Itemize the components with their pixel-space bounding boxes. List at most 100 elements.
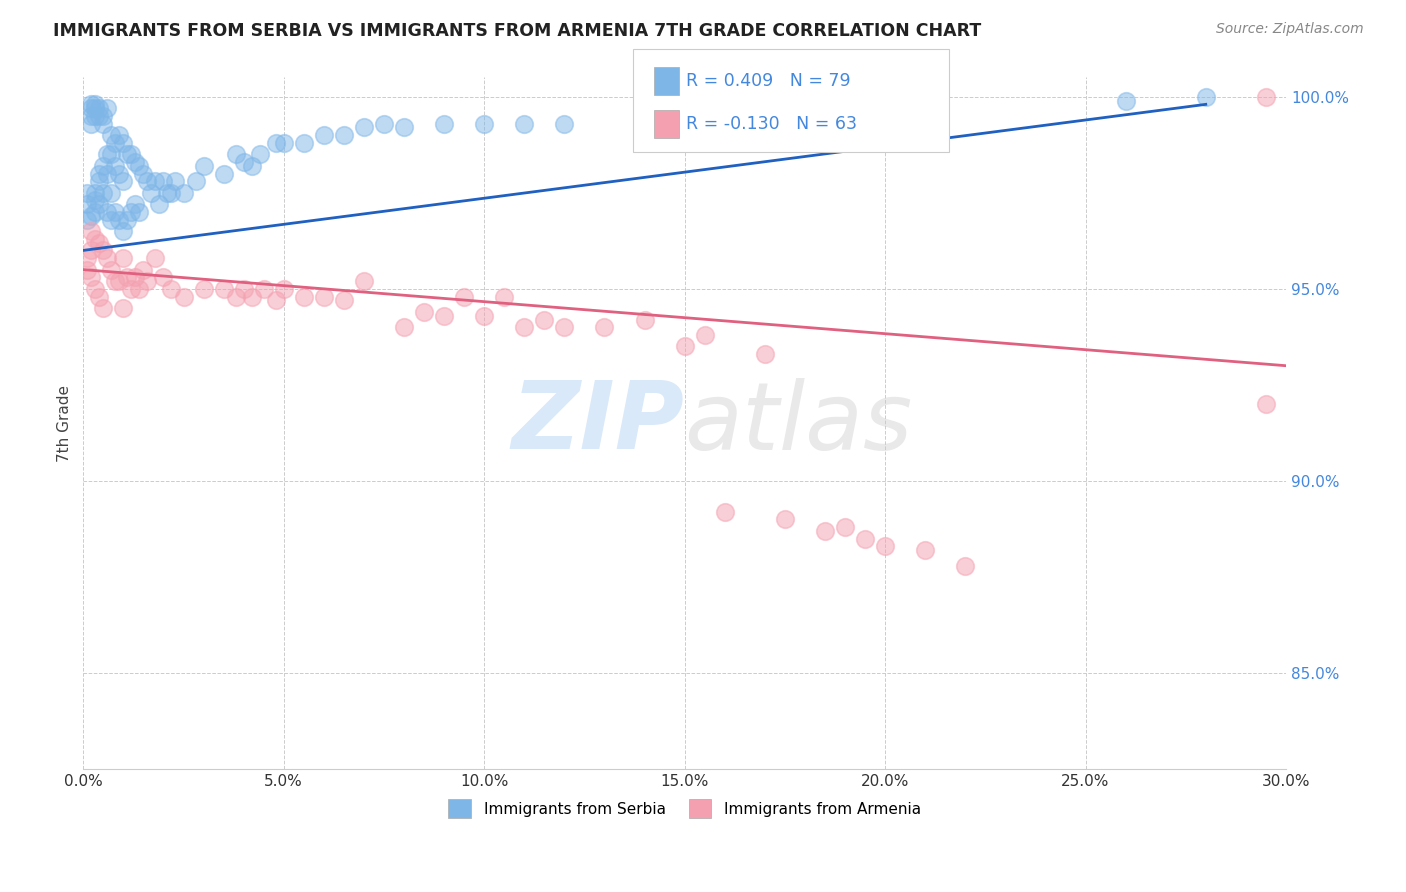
Point <box>80 244 103 258</box>
Point <box>104 136 127 150</box>
Point <box>89 235 111 250</box>
Point <box>89 197 111 211</box>
Point <box>273 136 295 150</box>
Point <box>240 289 263 303</box>
Point <box>100 262 122 277</box>
Point <box>312 128 335 142</box>
Point <box>873 540 896 554</box>
Point <box>91 244 114 258</box>
Point <box>853 532 876 546</box>
Point <box>312 289 335 303</box>
Point <box>494 289 516 303</box>
Point <box>108 274 131 288</box>
Point <box>333 128 356 142</box>
Point <box>673 339 696 353</box>
Point <box>91 301 114 315</box>
Point <box>240 159 263 173</box>
Y-axis label: 7th Grade: 7th Grade <box>58 384 72 462</box>
Point <box>80 109 103 123</box>
Point <box>553 117 575 131</box>
Point <box>264 136 287 150</box>
Point <box>264 293 287 308</box>
Point <box>96 101 118 115</box>
Point <box>814 524 837 538</box>
Point <box>80 97 103 112</box>
Point <box>136 174 159 188</box>
Point <box>104 274 127 288</box>
Point <box>834 520 856 534</box>
Text: R = -0.130   N = 63: R = -0.130 N = 63 <box>686 115 858 133</box>
Point <box>89 289 111 303</box>
Text: ZIP: ZIP <box>512 377 685 469</box>
Point <box>232 282 254 296</box>
Point <box>513 320 536 334</box>
Text: R = 0.409   N = 79: R = 0.409 N = 79 <box>686 72 851 90</box>
Point <box>128 282 150 296</box>
Point <box>132 167 155 181</box>
Point <box>89 174 111 188</box>
Point <box>225 147 247 161</box>
Point <box>84 282 107 296</box>
Point <box>112 251 135 265</box>
Point <box>136 274 159 288</box>
Point <box>413 305 436 319</box>
Point <box>955 558 977 573</box>
Point <box>76 262 98 277</box>
Point <box>100 186 122 200</box>
Point <box>96 205 118 219</box>
Point <box>89 109 111 123</box>
Point <box>253 282 276 296</box>
Point <box>96 147 118 161</box>
Point <box>353 274 375 288</box>
Point <box>392 320 415 334</box>
Point <box>1254 89 1277 103</box>
Point <box>193 282 215 296</box>
Point <box>292 289 315 303</box>
Point <box>1254 397 1277 411</box>
Point <box>184 174 207 188</box>
Point <box>392 120 415 135</box>
Point <box>112 224 135 238</box>
Point <box>76 212 98 227</box>
Point <box>593 320 616 334</box>
Point <box>713 505 735 519</box>
Point <box>104 159 127 173</box>
Point <box>193 159 215 173</box>
Point <box>112 136 135 150</box>
Point <box>96 167 118 181</box>
Point <box>173 186 195 200</box>
Point <box>453 289 475 303</box>
Point <box>84 205 107 219</box>
Point <box>89 167 111 181</box>
Point <box>472 309 495 323</box>
Point <box>76 251 98 265</box>
Point <box>124 155 146 169</box>
Point <box>84 97 107 112</box>
Point <box>553 320 575 334</box>
Point <box>108 212 131 227</box>
Point <box>108 167 131 181</box>
Point <box>84 101 107 115</box>
Point <box>1115 94 1137 108</box>
Point <box>84 194 107 208</box>
Point <box>145 174 167 188</box>
Legend: Immigrants from Serbia, Immigrants from Armenia: Immigrants from Serbia, Immigrants from … <box>443 793 927 824</box>
Point <box>152 174 174 188</box>
Point <box>148 197 170 211</box>
Text: Source: ZipAtlas.com: Source: ZipAtlas.com <box>1216 22 1364 37</box>
Point <box>80 270 103 285</box>
Point <box>80 224 103 238</box>
Point <box>91 159 114 173</box>
Point <box>212 167 235 181</box>
Point <box>533 312 555 326</box>
Point <box>152 270 174 285</box>
Point <box>249 147 271 161</box>
Point <box>100 147 122 161</box>
Point <box>80 117 103 131</box>
Point <box>353 120 375 135</box>
Point <box>773 512 796 526</box>
Point <box>124 270 146 285</box>
Point <box>84 109 107 123</box>
Point <box>120 205 142 219</box>
Point <box>124 197 146 211</box>
